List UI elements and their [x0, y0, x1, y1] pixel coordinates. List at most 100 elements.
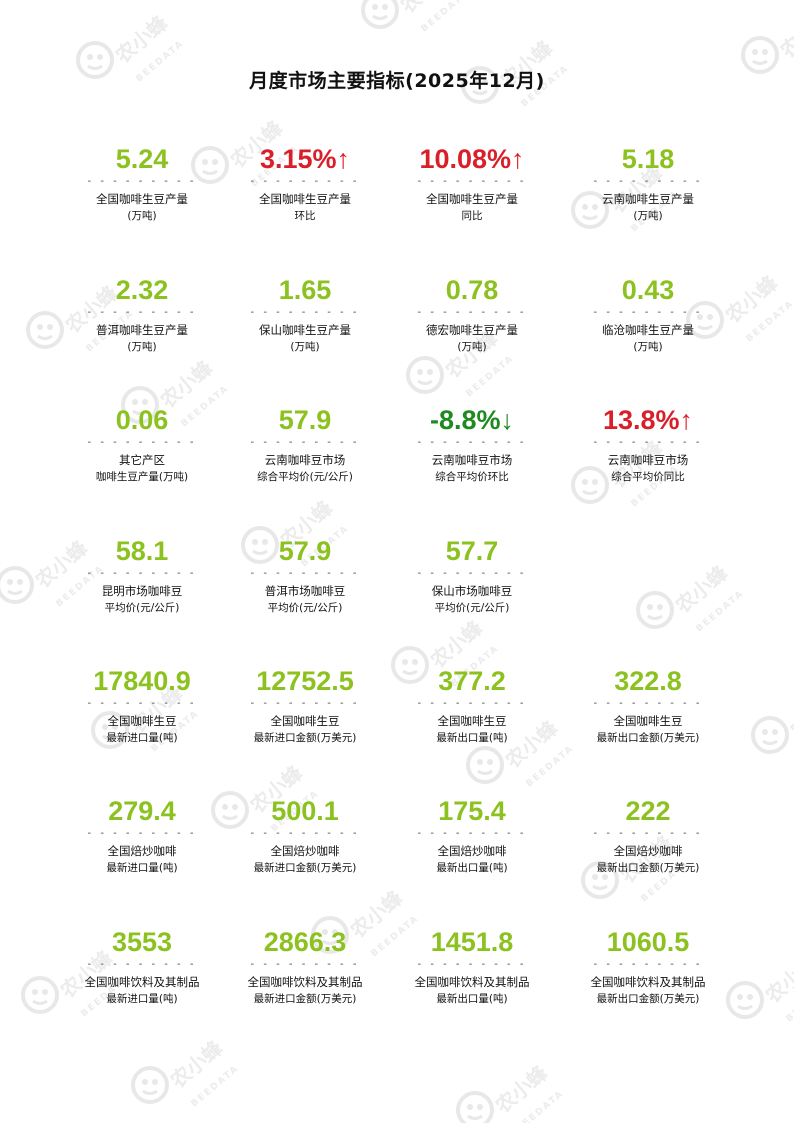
indicator-card: 57.9 - - - - - - - - - 普洱市场咖啡豆 平均价(元/公斤): [217, 534, 393, 616]
indicator-label: 云南咖啡豆市场: [431, 453, 513, 467]
indicator-card: 279.4 - - - - - - - - - 全国焙炒咖啡 最新进口量(吨): [54, 794, 230, 876]
indicator-label: 临沧咖啡生豆产量: [602, 323, 694, 337]
indicator-value: 2866.3: [263, 927, 347, 957]
dashed-divider: - - - - - - - - -: [417, 437, 527, 448]
indicator-sublabel: 最新进口量(吨): [106, 993, 178, 1005]
indicator-label: 全国焙炒咖啡: [437, 844, 507, 858]
indicator-sublabel: 最新出口量(吨): [436, 862, 508, 874]
indicator-value: 57.9: [278, 536, 332, 566]
indicator-card: 5.18 - - - - - - - - - 云南咖啡生豆产量 (万吨): [560, 142, 736, 224]
indicator-label: 全国焙炒咖啡: [613, 844, 683, 858]
indicator-sublabel: 最新进口金额(万美元): [253, 862, 357, 874]
dashed-divider: - - - - - - - - -: [417, 307, 527, 318]
indicator-label: 全国咖啡生豆: [613, 714, 683, 728]
indicator-card: 1060.5 - - - - - - - - - 全国咖啡饮料及其制品 最新出口金额(…: [560, 925, 736, 1007]
indicator-value: 279.4: [108, 796, 176, 826]
indicator-sublabel: 环比: [294, 210, 316, 222]
indicator-label: 全国咖啡生豆: [437, 714, 507, 728]
indicator-value: 377.2: [438, 666, 506, 696]
indicator-sublabel: (万吨): [457, 341, 487, 353]
indicator-card: 3.15%↑ - - - - - - - - - 全国咖啡生豆产量 环比: [217, 142, 393, 224]
indicator-sublabel: 最新进口金额(万美元): [253, 732, 357, 744]
indicator-sublabel: 最新进口量(吨): [106, 862, 178, 874]
indicator-sublabel: 平均价(元/公斤): [267, 602, 343, 614]
indicator-card: 5.24 - - - - - - - - - 全国咖啡生豆产量 (万吨): [54, 142, 230, 224]
dashed-divider: - - - - - - - - -: [250, 828, 360, 839]
dashed-divider: - - - - - - - - -: [250, 176, 360, 187]
indicator-card: 1.65 - - - - - - - - - 保山咖啡生豆产量 (万吨): [217, 273, 393, 355]
indicator-card: 0.43 - - - - - - - - - 临沧咖啡生豆产量 (万吨): [560, 273, 736, 355]
indicator-label: 全国咖啡生豆产量: [426, 192, 518, 206]
indicator-sublabel: 最新出口量(吨): [436, 993, 508, 1005]
indicator-sublabel: 综合平均价环比: [435, 471, 509, 483]
indicator-sublabel: (万吨): [127, 210, 157, 222]
indicator-value: 17840.9: [93, 666, 191, 696]
indicator-value: 1451.8: [430, 927, 514, 957]
dashed-divider: - - - - - - - - -: [593, 437, 703, 448]
indicator-sublabel: 最新进口金额(万美元): [253, 993, 357, 1005]
indicator-value: 0.78: [445, 275, 499, 305]
indicator-label: 全国咖啡生豆: [270, 714, 340, 728]
indicator-card: -8.8%↓ - - - - - - - - - 云南咖啡豆市场 综合平均价环比: [384, 403, 560, 485]
indicator-value: 500.1: [271, 796, 339, 826]
indicator-label: 保山咖啡生豆产量: [259, 323, 351, 337]
indicator-value: 175.4: [438, 796, 506, 826]
dashed-divider: - - - - - - - - -: [593, 176, 703, 187]
indicator-value: 1060.5: [606, 927, 690, 957]
indicator-label: 云南咖啡生豆产量: [602, 192, 694, 206]
indicator-card: 3553 - - - - - - - - - 全国咖啡饮料及其制品 最新进口量(吨): [54, 925, 230, 1007]
dashed-divider: - - - - - - - - -: [593, 959, 703, 970]
indicator-card: 175.4 - - - - - - - - - 全国焙炒咖啡 最新出口量(吨): [384, 794, 560, 876]
indicator-label: 保山市场咖啡豆: [431, 584, 513, 598]
indicator-sublabel: 平均价(元/公斤): [434, 602, 510, 614]
indicator-label: 昆明市场咖啡豆: [101, 584, 183, 598]
indicator-label: 全国咖啡饮料及其制品: [247, 975, 363, 989]
indicator-card: 13.8%↑ - - - - - - - - - 云南咖啡豆市场 综合平均价同比: [560, 403, 736, 485]
indicator-value: -8.8%↓: [429, 405, 515, 435]
dashed-divider: - - - - - - - - -: [87, 176, 197, 187]
dashed-divider: - - - - - - - - -: [593, 828, 703, 839]
dashed-divider: - - - - - - - - -: [250, 959, 360, 970]
indicator-sublabel: (万吨): [633, 210, 663, 222]
indicator-sublabel: 最新出口金额(万美元): [596, 862, 700, 874]
indicator-value: 3553: [111, 927, 173, 957]
page-title: 月度市场主要指标(2025年12月): [249, 70, 545, 92]
indicator-label: 普洱市场咖啡豆: [264, 584, 346, 598]
dashed-divider: - - - - - - - - -: [250, 698, 360, 709]
indicator-card: 500.1 - - - - - - - - - 全国焙炒咖啡最新进口金额(万美元): [217, 794, 393, 876]
indicator-label: 普洱咖啡生豆产量: [96, 323, 188, 337]
indicator-label: 德宏咖啡生豆产量: [426, 323, 518, 337]
dashed-divider: - - - - - - - - -: [593, 307, 703, 318]
indicator-card: 2866.3 - - - - - - - - - 全国咖啡饮料及其制品 最新进口金额(…: [217, 925, 393, 1007]
indicator-card: 57.7 - - - - - - - - - 保山市场咖啡豆 平均价(元/公斤): [384, 534, 560, 616]
indicator-card: 58.1 - - - - - - - - - 昆明市场咖啡豆 平均价(元/公斤): [54, 534, 230, 616]
dashed-divider: - - - - - - - - -: [87, 307, 197, 318]
indicator-value: 222: [625, 796, 671, 826]
dashed-divider: - - - - - - - - -: [417, 176, 527, 187]
indicator-sublabel: (万吨): [127, 341, 157, 353]
indicator-card: 322.8 - - - - - - - - - 全国咖啡生豆 最新出口金额(万美元): [560, 664, 736, 746]
indicator-value: 3.15%↑: [259, 144, 351, 174]
indicator-label: 全国焙炒咖啡: [270, 844, 340, 858]
indicator-label: 全国咖啡饮料及其制品: [414, 975, 530, 989]
indicator-value: 10.08%↑: [419, 144, 525, 174]
dashed-divider: - - - - - - - - -: [417, 959, 527, 970]
indicator-value: 0.06: [115, 405, 169, 435]
dashed-divider: - - - - - - - - -: [87, 568, 197, 579]
indicator-value: 58.1: [115, 536, 169, 566]
indicator-card: 222 - - - - - - - - - 全国焙炒咖啡最新出口金额(万美元): [560, 794, 736, 876]
dashed-divider: - - - - - - - - -: [250, 437, 360, 448]
indicator-card: 57.9 - - - - - - - - - 云南咖啡豆市场 综合平均价(元/公斤): [217, 403, 393, 485]
indicator-sublabel: 最新出口量(吨): [436, 732, 508, 744]
indicator-label: 全国焙炒咖啡: [107, 844, 177, 858]
dashed-divider: - - - - - - - - -: [250, 568, 360, 579]
indicator-value: 57.9: [278, 405, 332, 435]
dashed-divider: - - - - - - - - -: [250, 307, 360, 318]
indicator-card: 10.08%↑ - - - - - - - - - 全国咖啡生豆产量 同比: [384, 142, 560, 224]
indicator-value: 0.43: [621, 275, 675, 305]
indicator-card: 2.32 - - - - - - - - - 普洱咖啡生豆产量 (万吨): [54, 273, 230, 355]
dashed-divider: - - - - - - - - -: [417, 568, 527, 579]
dashed-divider: - - - - - - - - -: [87, 828, 197, 839]
indicator-label: 云南咖啡豆市场: [607, 453, 689, 467]
